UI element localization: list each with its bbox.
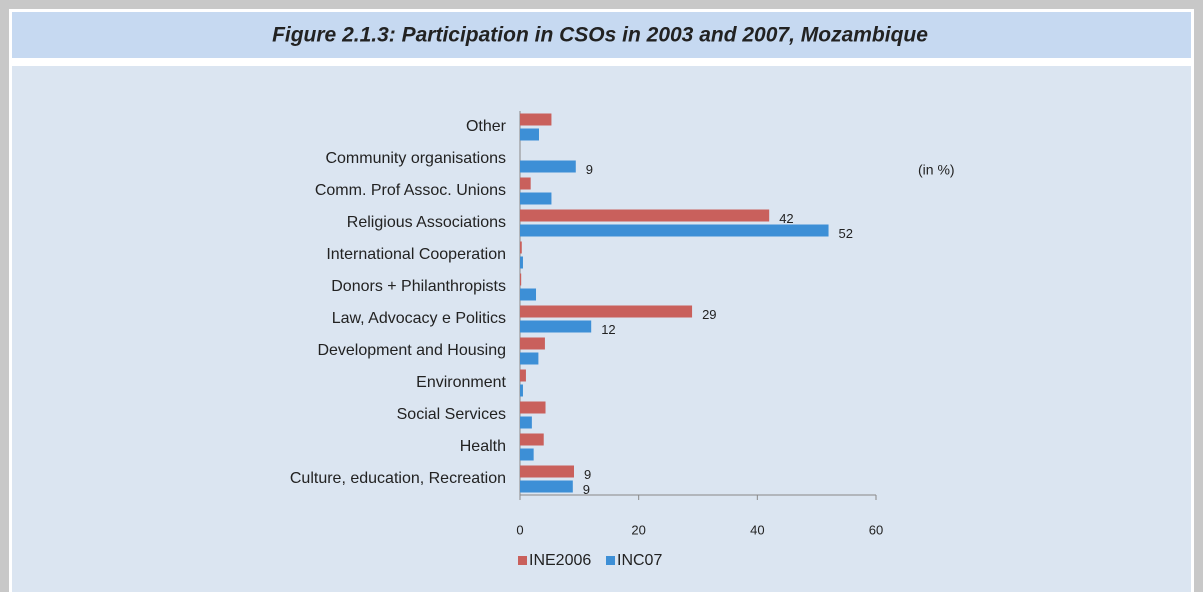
bar bbox=[520, 448, 534, 461]
bar bbox=[520, 433, 544, 446]
bar bbox=[520, 465, 574, 478]
legend-label: INC07 bbox=[617, 552, 662, 569]
annotation: (in %) bbox=[918, 162, 955, 178]
chart-area bbox=[12, 66, 1191, 592]
bar bbox=[520, 337, 545, 350]
value-label: 12 bbox=[601, 322, 615, 337]
y-tick-label: Comm. Prof Assoc. Unions bbox=[315, 182, 506, 199]
value-label: 9 bbox=[586, 162, 593, 177]
bar bbox=[520, 256, 523, 269]
bar bbox=[520, 192, 552, 205]
bar bbox=[520, 352, 539, 365]
value-label: 52 bbox=[839, 226, 853, 241]
legend-label: INE2006 bbox=[529, 552, 591, 569]
x-tick-label: 60 bbox=[869, 522, 883, 537]
bar bbox=[520, 160, 576, 173]
chart-title: Figure 2.1.3: Participation in CSOs in 2… bbox=[272, 24, 928, 47]
y-tick-label: Community organisations bbox=[325, 150, 506, 167]
x-tick-label: 40 bbox=[750, 522, 764, 537]
bar bbox=[520, 480, 573, 493]
bar bbox=[520, 401, 546, 414]
y-tick-label: International Cooperation bbox=[326, 246, 506, 263]
bar bbox=[520, 288, 537, 301]
x-tick-label: 20 bbox=[631, 522, 645, 537]
bar bbox=[520, 128, 539, 141]
value-label: 42 bbox=[779, 211, 793, 226]
value-label: 29 bbox=[702, 307, 716, 322]
bar bbox=[520, 224, 829, 237]
bar bbox=[520, 369, 526, 382]
y-tick-label: Environment bbox=[416, 374, 506, 391]
y-tick-label: Social Services bbox=[397, 406, 506, 423]
y-tick-label: Other bbox=[466, 118, 507, 135]
bar bbox=[520, 416, 532, 429]
bar bbox=[520, 209, 770, 222]
legend-swatch bbox=[518, 556, 527, 565]
bar bbox=[520, 305, 693, 318]
bar bbox=[520, 273, 522, 286]
bar bbox=[520, 113, 552, 126]
x-tick-label: 0 bbox=[516, 522, 523, 537]
bar bbox=[520, 177, 531, 190]
legend-swatch bbox=[606, 556, 615, 565]
value-label: 9 bbox=[584, 467, 591, 482]
y-tick-label: Religious Associations bbox=[347, 214, 506, 231]
bar bbox=[520, 384, 523, 397]
header bbox=[12, 12, 1191, 58]
y-tick-label: Donors + Philanthropists bbox=[331, 278, 506, 295]
y-tick-label: Development and Housing bbox=[317, 342, 506, 359]
y-tick-label: Health bbox=[460, 438, 506, 455]
bar bbox=[520, 241, 522, 254]
y-tick-label: Culture, education, Recreation bbox=[290, 470, 506, 487]
bar bbox=[520, 320, 592, 333]
value-label: 9 bbox=[583, 482, 590, 497]
y-tick-label: Law, Advocacy e Politics bbox=[332, 310, 506, 327]
